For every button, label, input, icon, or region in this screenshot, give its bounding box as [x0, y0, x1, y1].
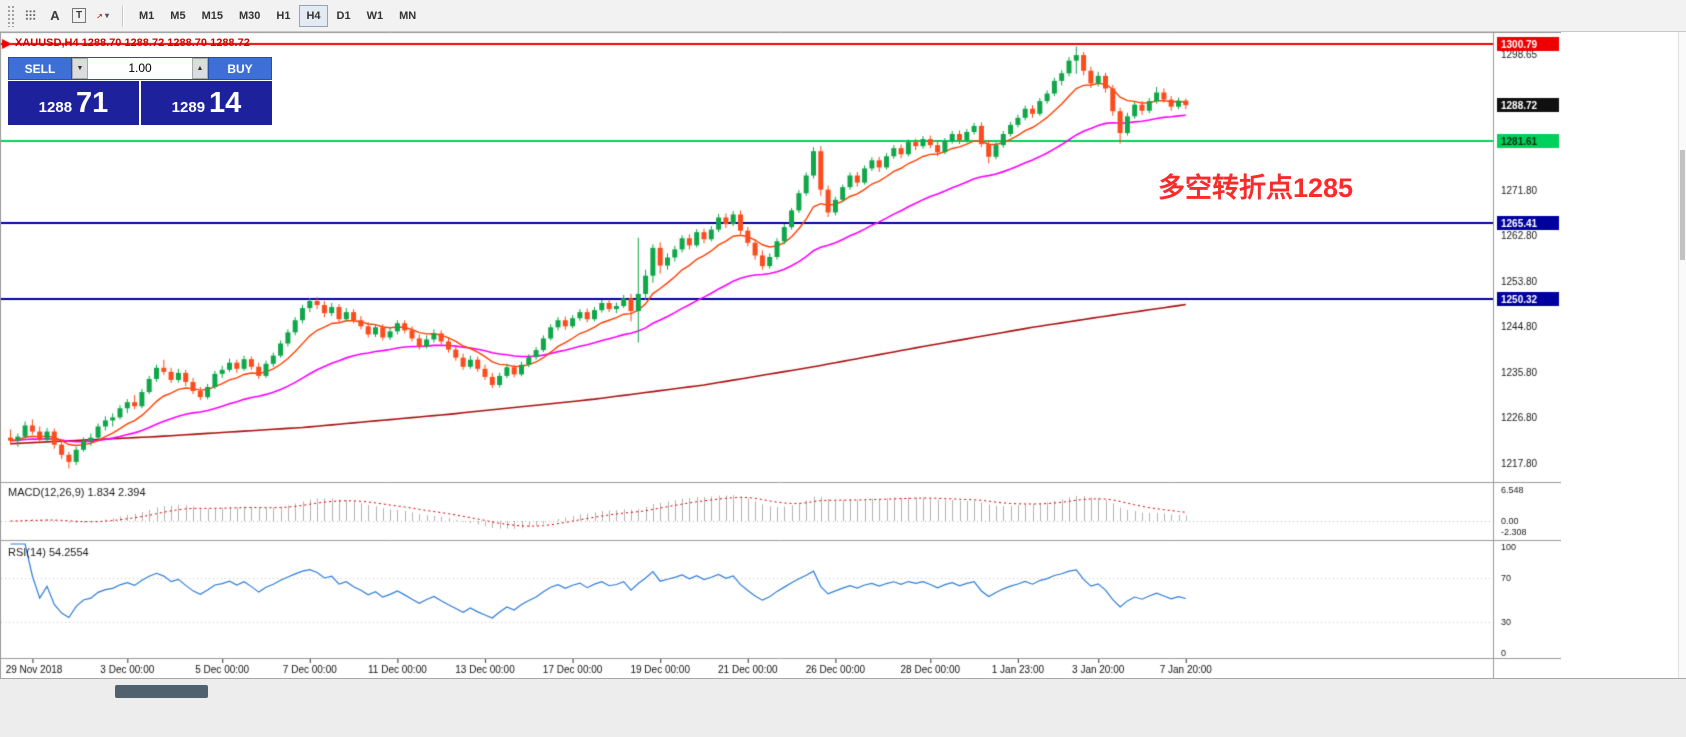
symbol-ohlc-header: XAUUSD,H4 1288.70 1288.72 1288.70 1288.7… [15, 37, 250, 49]
sell-price-display[interactable]: 1288 71 [8, 81, 139, 125]
buy-button[interactable]: BUY [208, 57, 272, 80]
chart-canvas[interactable] [0, 32, 1561, 678]
letter-a-glyph: A [50, 8, 60, 23]
toolbar-grip[interactable] [7, 4, 15, 27]
timeframe-D1[interactable]: D1 [330, 5, 358, 27]
timeframe-W1[interactable]: W1 [360, 5, 391, 27]
timeframe-MN[interactable]: MN [392, 5, 423, 27]
text-label-icon[interactable]: T [67, 4, 91, 28]
crosshair-grid-icon[interactable] [19, 4, 43, 28]
buy-price-main: 1289 [171, 98, 206, 116]
timeframe-M5[interactable]: M5 [163, 5, 192, 27]
bottom-strip [0, 678, 1686, 737]
trade-prices-row: 1288 71 1289 14 [8, 81, 272, 125]
volume-field: ▼ 1.00 ▲ [72, 57, 208, 80]
caret-up-icon: ▲ [196, 65, 204, 72]
timeframe-M15[interactable]: M15 [195, 5, 230, 27]
volume-decrease-button[interactable]: ▼ [72, 58, 88, 79]
toolbar-separator [122, 4, 124, 27]
insert-text-icon[interactable]: A [43, 4, 67, 28]
scrollbar-thumb[interactable] [1680, 150, 1685, 260]
volume-increase-button[interactable]: ▲ [192, 58, 208, 79]
sell-price-main: 1288 [38, 98, 73, 116]
timeframe-toolbar: M1 M5 M15 M30 H1 H4 D1 W1 MN [131, 4, 424, 27]
top-toolbar: A T ▾ M1 M5 M15 M30 H1 H4 D1 W1 MN [0, 0, 1686, 32]
grid-dots-glyph [25, 10, 36, 20]
volume-input[interactable]: 1.00 [128, 61, 152, 75]
letter-t-glyph: T [71, 8, 87, 23]
sell-price-pips: 71 [76, 86, 109, 119]
trade-buttons-row: SELL ▼ 1.00 ▲ BUY [8, 57, 272, 80]
timeframe-H4[interactable]: H4 [299, 4, 328, 27]
buy-price-pips: 14 [209, 86, 242, 119]
sell-button[interactable]: SELL [8, 57, 72, 80]
bottom-tab-indicator[interactable] [115, 685, 208, 698]
caret-down-icon: ▼ [76, 65, 84, 72]
dropdown-caret-icon: ▾ [104, 11, 109, 20]
timeframe-M1[interactable]: M1 [132, 5, 161, 27]
vertical-scrollbar[interactable] [1678, 32, 1686, 678]
chart-text-annotation: 多空转折点1285 [1158, 173, 1354, 203]
shapes-dropdown-icon[interactable]: ▾ [91, 4, 115, 28]
arrow-shape-glyph [97, 13, 102, 18]
one-click-trade-panel: SELL ▼ 1.00 ▲ BUY 1288 71 1289 14 [8, 57, 272, 125]
timeframe-H1[interactable]: H1 [269, 5, 297, 27]
timeframe-M30[interactable]: M30 [232, 5, 267, 27]
buy-price-display[interactable]: 1289 14 [141, 81, 272, 125]
